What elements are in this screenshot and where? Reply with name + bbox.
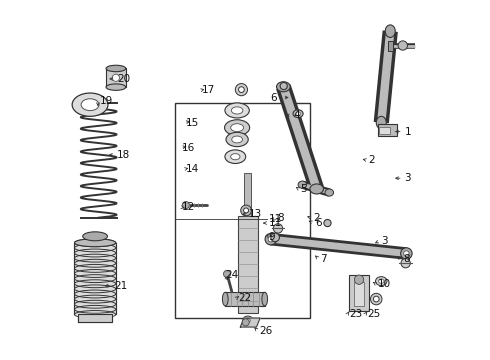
Text: 12: 12 [182,202,196,212]
Ellipse shape [74,239,116,247]
Text: 11: 11 [269,218,282,228]
Ellipse shape [72,93,108,116]
Ellipse shape [225,150,245,163]
Bar [238,216,258,313]
Bar [379,127,390,134]
Text: 17: 17 [202,85,215,95]
Bar [377,124,397,135]
Ellipse shape [375,276,387,285]
Bar [225,292,265,306]
Ellipse shape [404,251,409,256]
Text: 16: 16 [182,143,196,153]
Text: 19: 19 [100,96,113,106]
Text: 14: 14 [186,164,199,174]
Text: 6: 6 [270,93,277,103]
Ellipse shape [376,116,386,129]
Polygon shape [78,315,112,322]
Circle shape [401,258,410,268]
Ellipse shape [298,181,307,188]
Text: 21: 21 [114,281,127,291]
Ellipse shape [262,292,268,306]
Text: 10: 10 [378,279,391,289]
Ellipse shape [325,189,334,196]
Ellipse shape [106,84,126,90]
Circle shape [242,319,249,326]
Text: 2: 2 [368,155,375,165]
Polygon shape [74,243,116,315]
Text: 11: 11 [269,215,282,224]
Ellipse shape [271,233,279,242]
Text: 23: 23 [349,310,362,319]
Ellipse shape [385,25,395,37]
Circle shape [354,275,364,284]
Ellipse shape [231,107,243,114]
Ellipse shape [225,103,249,118]
Ellipse shape [231,154,240,160]
Bar [349,275,368,311]
Text: 3: 3 [381,236,388,246]
Bar [175,103,310,318]
Text: 6: 6 [315,218,321,228]
Ellipse shape [401,248,412,259]
Text: 22: 22 [238,293,251,303]
Circle shape [235,84,247,96]
Circle shape [398,41,408,50]
Text: 4: 4 [294,111,300,121]
Text: 2: 2 [313,213,320,222]
Circle shape [373,296,379,302]
Text: 8: 8 [403,254,410,264]
Text: 15: 15 [186,118,199,128]
Bar [106,68,126,87]
Ellipse shape [310,184,323,194]
Text: 18: 18 [117,150,130,160]
Ellipse shape [245,319,250,323]
Bar [245,173,251,216]
Ellipse shape [280,82,287,90]
Bar [389,41,393,50]
Ellipse shape [81,99,99,111]
Text: 5: 5 [300,184,307,194]
Circle shape [244,208,248,213]
Ellipse shape [226,132,248,147]
Ellipse shape [324,220,331,226]
Circle shape [239,87,245,93]
Ellipse shape [293,110,303,118]
Circle shape [182,202,190,209]
Ellipse shape [231,124,244,132]
Text: 24: 24 [225,270,239,280]
Text: 13: 13 [248,209,262,219]
Circle shape [112,74,120,81]
Text: 1: 1 [405,127,411,136]
Ellipse shape [265,233,276,245]
Ellipse shape [83,232,107,241]
Circle shape [223,270,231,278]
Ellipse shape [276,82,290,92]
Text: 26: 26 [259,325,272,336]
Text: 20: 20 [117,74,130,84]
Ellipse shape [222,292,228,306]
Bar [354,282,365,306]
Ellipse shape [379,279,384,283]
Text: 3: 3 [405,173,411,183]
Circle shape [273,224,283,233]
Text: 7: 7 [320,254,327,264]
Circle shape [370,293,382,305]
Text: 9: 9 [269,232,275,242]
Circle shape [241,205,251,216]
Ellipse shape [232,136,243,143]
Ellipse shape [106,65,126,72]
Text: 25: 25 [367,310,380,319]
Ellipse shape [224,120,250,135]
Ellipse shape [243,316,253,325]
Text: 8: 8 [277,213,284,222]
Ellipse shape [296,112,300,116]
Polygon shape [240,318,260,327]
Ellipse shape [268,237,273,242]
